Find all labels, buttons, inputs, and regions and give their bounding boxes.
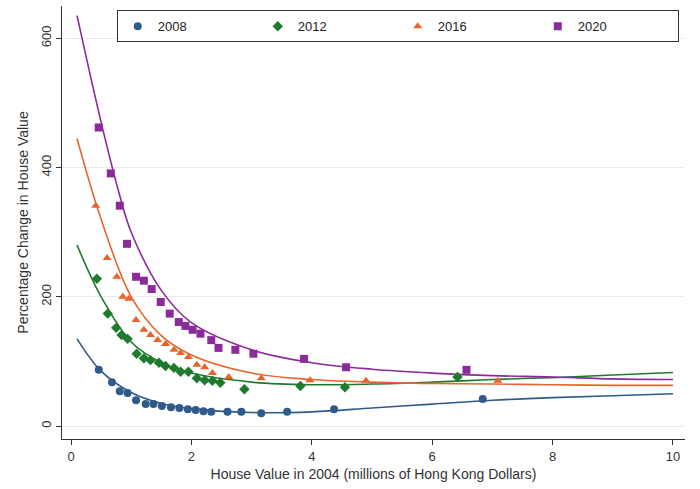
svg-text:2016: 2016 — [438, 19, 467, 34]
svg-text:2: 2 — [188, 449, 195, 464]
svg-text:0: 0 — [39, 421, 54, 428]
svg-text:House Value in 2004 (millions: House Value in 2004 (millions of Hong Ko… — [211, 466, 537, 482]
svg-text:4: 4 — [308, 449, 315, 464]
svg-text:2012: 2012 — [298, 19, 327, 34]
svg-text:400: 400 — [39, 155, 54, 177]
svg-text:8: 8 — [549, 449, 556, 464]
svg-text:600: 600 — [39, 26, 54, 48]
svg-text:2020: 2020 — [578, 19, 607, 34]
svg-text:10: 10 — [666, 449, 680, 464]
svg-text:2008: 2008 — [158, 19, 187, 34]
svg-text:Percentage Change in House Val: Percentage Change in House Value — [15, 111, 31, 334]
svg-text:200: 200 — [39, 284, 54, 306]
svg-text:6: 6 — [429, 449, 436, 464]
svg-text:0: 0 — [67, 449, 74, 464]
